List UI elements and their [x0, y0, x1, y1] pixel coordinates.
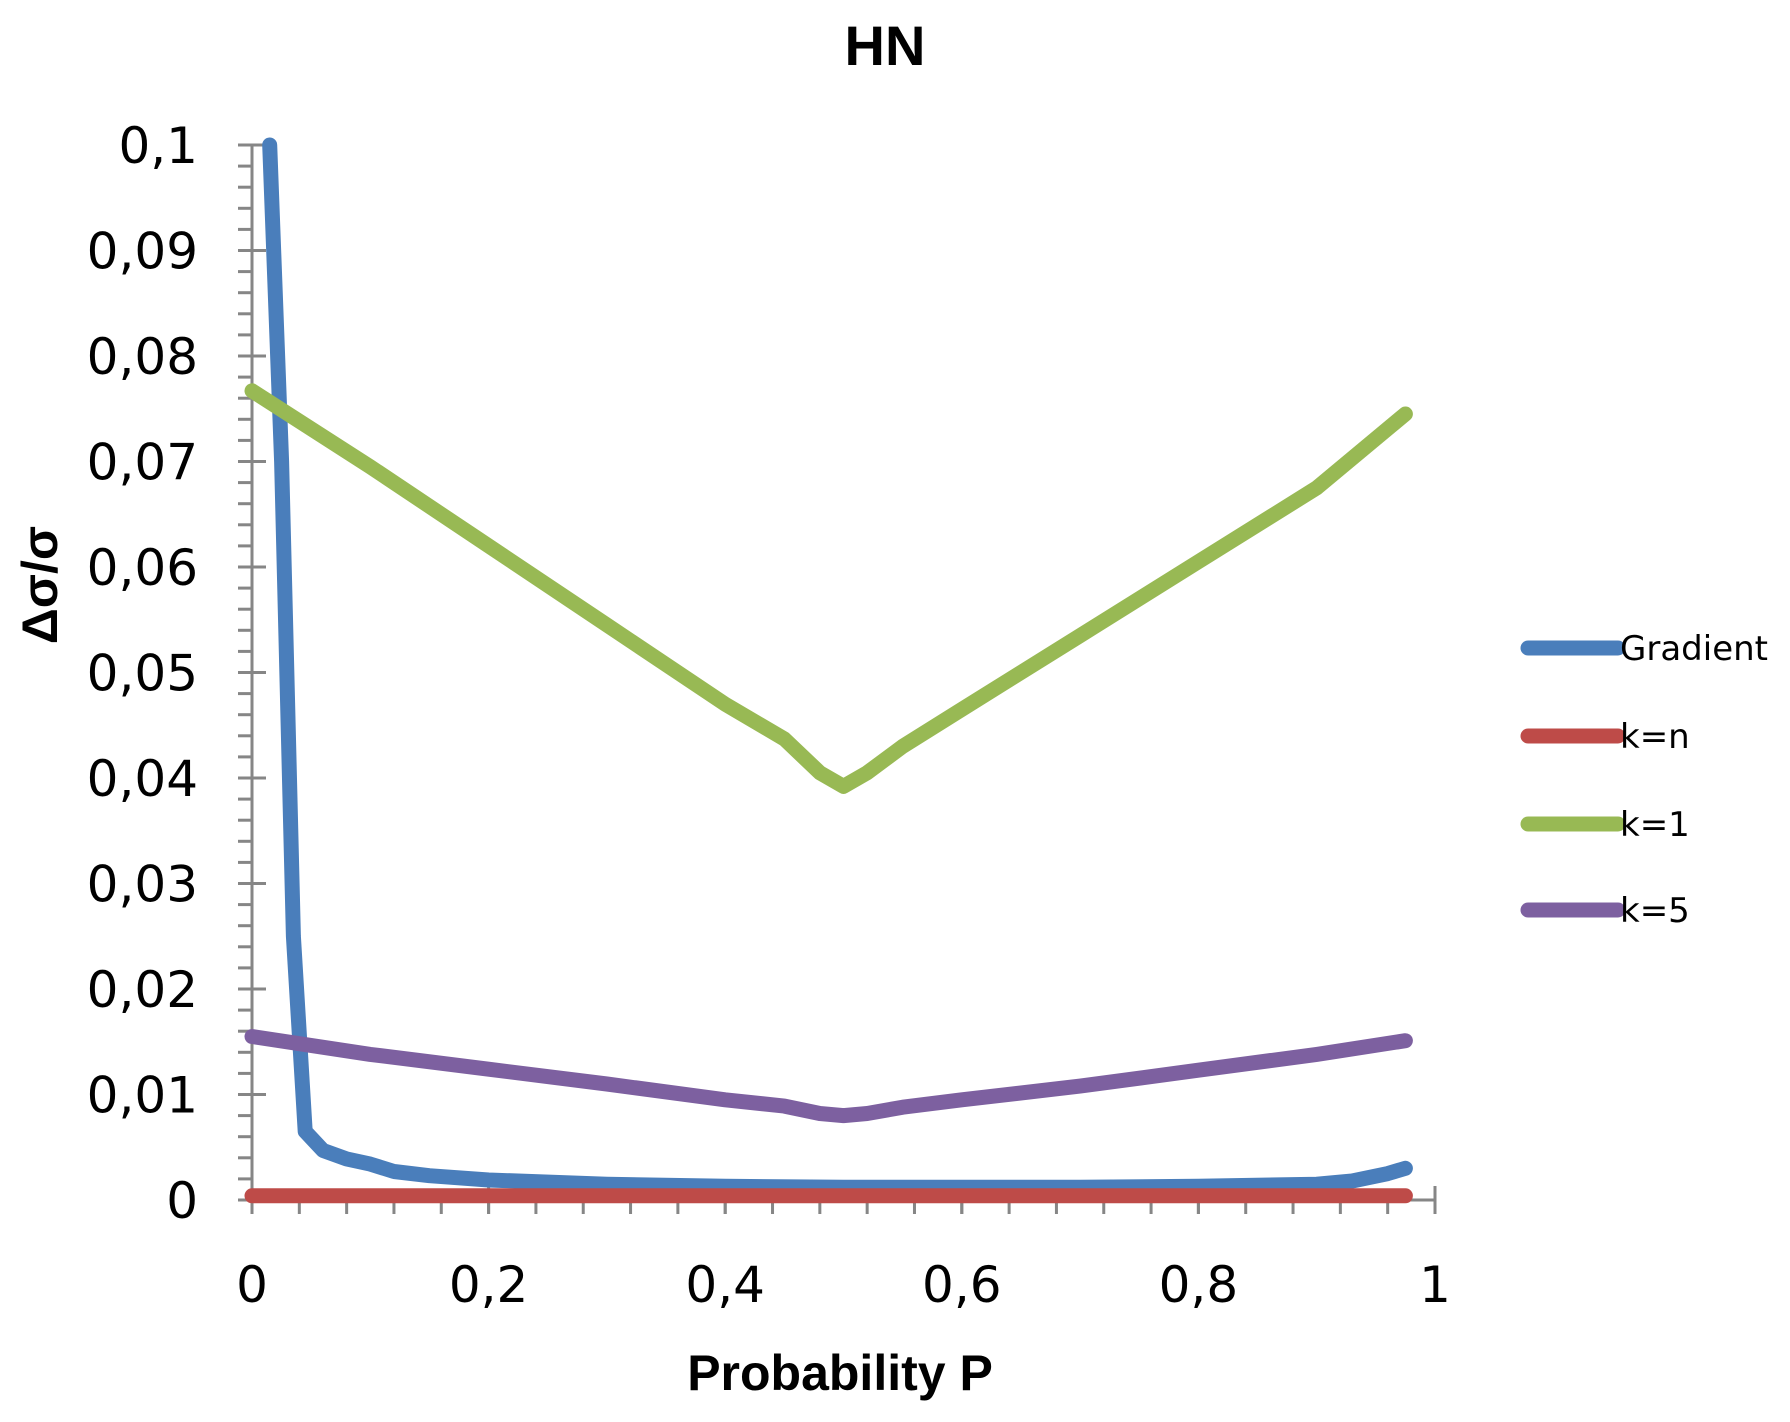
- x-axis-label: Probability P: [687, 1345, 993, 1401]
- axes: 0 0,01 0,02 0,03 0,04 0,05 0,06 0,07 0,08 0,09 0,1…: [87, 117, 1451, 1314]
- y-tick-label: 0,07: [87, 434, 198, 492]
- y-axis-label: Δσ/σ: [12, 526, 68, 644]
- y-tick-label: 0: [166, 1172, 198, 1230]
- series-line-k-1: [244, 383, 1413, 794]
- legend-label-k-n: k=n: [1620, 717, 1690, 757]
- series-lines: [244, 137, 1413, 1204]
- legend-label-k-1: k=1: [1620, 805, 1690, 845]
- legend-label-k-5: k=5: [1620, 891, 1690, 931]
- y-tick-label: 0,04: [87, 750, 198, 808]
- y-tick-label: 0,01: [87, 1067, 198, 1125]
- x-tick-label: 0,4: [685, 1256, 765, 1314]
- x-tick-label: 0,8: [1159, 1256, 1239, 1314]
- x-tick-label: 1: [1419, 1256, 1451, 1314]
- legend: Gradient k=n k=1 k=5: [1520, 629, 1768, 931]
- series-line-gradient: [262, 137, 1413, 1195]
- chart-title: HN: [845, 14, 926, 77]
- y-tick-label: 0,08: [87, 328, 198, 386]
- legend-label-gradient: Gradient: [1620, 629, 1768, 669]
- y-tick-label: 0,09: [87, 223, 198, 281]
- y-tick-label: 0,06: [87, 539, 198, 597]
- x-tick-label: 0: [236, 1256, 268, 1314]
- y-tick-label: 0,1: [118, 117, 198, 175]
- y-tick-label: 0,03: [87, 856, 198, 914]
- y-tick-label: 0,02: [87, 961, 198, 1019]
- y-tick-label: 0,05: [87, 645, 198, 703]
- x-tick-label: 0,6: [922, 1256, 1002, 1314]
- x-tick-label: 0,2: [449, 1256, 529, 1314]
- series-line-k-5: [244, 1029, 1413, 1124]
